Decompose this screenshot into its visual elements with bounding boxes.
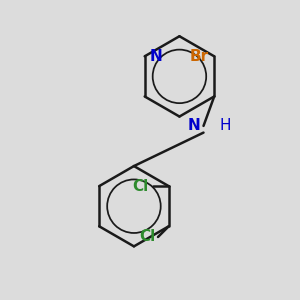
Text: Cl: Cl [139,230,155,244]
Text: N: N [188,118,201,134]
Text: Br: Br [190,49,209,64]
Text: N: N [150,49,163,64]
Text: Cl: Cl [132,178,148,194]
Text: H: H [220,118,231,134]
